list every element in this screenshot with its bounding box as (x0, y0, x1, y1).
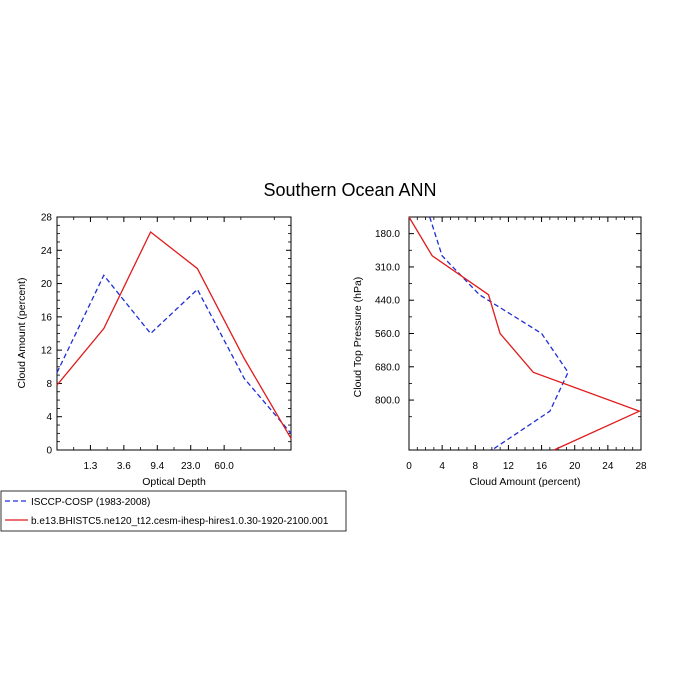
right-x-tick-label: 24 (602, 461, 614, 472)
right-y-tick-label: 560.0 (375, 329, 400, 340)
right-series-obs-line (429, 216, 569, 451)
right-y-tick-label: 180.0 (375, 229, 400, 240)
left-y-tick-label: 16 (41, 312, 53, 323)
left-x-tick-label: 23.0 (181, 461, 201, 472)
legend-box (0, 490, 347, 532)
right-x-axis-label: Cloud Amount (percent) (470, 476, 581, 488)
legend-label-obs: ISCCP-COSP (1983-2008) (31, 497, 150, 508)
figure-title: Southern Ocean ANN (263, 180, 436, 200)
left-series-model-line (56, 230, 292, 439)
left-y-tick-label: 24 (41, 246, 53, 257)
left-y-tick-label: 20 (41, 279, 53, 290)
left-y-tick-label: 28 (41, 213, 53, 224)
legend-label-model: b.e13.BHISTC5.ne120_t12.cesm-ihesp-hires… (31, 516, 329, 527)
left-x-tick-label: 1.3 (83, 461, 97, 472)
right-x-tick-label: 16 (536, 461, 548, 472)
left-y-tick-label: 8 (46, 379, 52, 390)
right-ticks: 0 4 8 12 16 20 24 28 180.0 310.0 440.0 560.0 680.0 80… (375, 217, 647, 472)
left-panel: 0 4 8 12 16 20 24 28 1.3 3.6 9.4 23.0 60.0 Optical D… (16, 213, 292, 488)
right-series (408, 216, 642, 451)
right-series-model-line (408, 216, 642, 451)
left-x-tick-label: 60.0 (214, 461, 234, 472)
right-y-axis-label: Cloud Top Pressure (hPa) (352, 277, 364, 398)
left-x-tick-label: 3.6 (117, 461, 131, 472)
left-x-tick-label: 9.4 (150, 461, 164, 472)
right-y-tick-label: 440.0 (375, 296, 400, 307)
right-x-tick-label: 8 (473, 461, 479, 472)
right-x-tick-label: 20 (569, 461, 581, 472)
legend: ISCCP-COSP (1983-2008) b.e13.BHISTC5.ne1… (0, 490, 347, 532)
right-y-tick-label: 800.0 (375, 396, 400, 407)
right-panel: 0 4 8 12 16 20 24 28 180.0 310.0 440.0 560.0 680.0 80… (352, 216, 647, 488)
left-series (56, 230, 292, 439)
left-ticks: 0 4 8 12 16 20 24 28 1.3 3.6 9.4 23.0 60.0 (41, 213, 291, 472)
right-x-tick-label: 12 (503, 461, 515, 472)
right-x-tick-label: 4 (439, 461, 445, 472)
left-y-axis-label: Cloud Amount (percent) (16, 278, 28, 389)
right-x-tick-label: 0 (406, 461, 412, 472)
right-y-tick-label: 680.0 (375, 362, 400, 373)
left-plot-frame (56, 216, 292, 451)
left-series-obs-line (56, 274, 292, 434)
left-y-tick-label: 0 (46, 446, 52, 457)
left-x-axis-label: Optical Depth (142, 476, 206, 488)
right-x-tick-label: 28 (635, 461, 647, 472)
left-y-tick-label: 12 (41, 346, 53, 357)
right-plot-frame (408, 216, 642, 451)
left-y-tick-label: 4 (46, 412, 52, 423)
right-y-tick-label: 310.0 (375, 262, 400, 273)
